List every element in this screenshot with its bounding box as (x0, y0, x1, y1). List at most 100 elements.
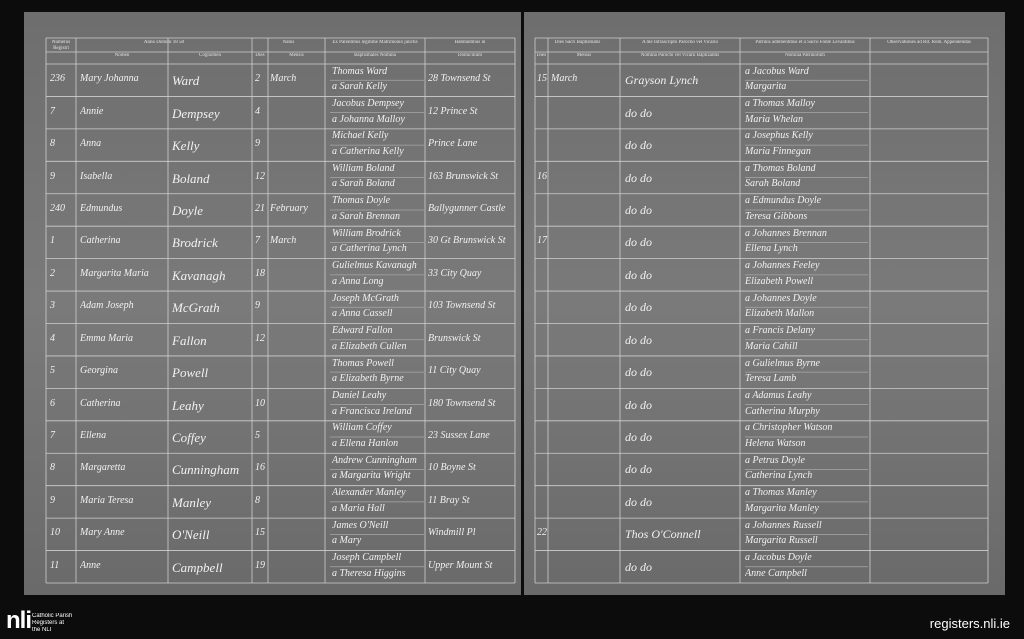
column-header: Anno Domini 18 58 (143, 40, 185, 45)
entry: a Adamus Leahy (745, 389, 812, 401)
entry: Anne (80, 559, 101, 571)
entry: Helena Watson (745, 437, 806, 449)
entry: March (270, 235, 297, 247)
entry: a Christopher Watson (745, 422, 833, 434)
entry: a Catherina Kelly (332, 146, 404, 158)
entry: Dempsey (172, 105, 220, 121)
entry: Michael Kelly (332, 130, 389, 142)
entry: do do (625, 105, 652, 120)
entry: Anne Campbell (745, 567, 807, 579)
entry: Manley (172, 494, 211, 510)
column-header: A me Infrascripto Parocho vel Vicario (641, 40, 719, 45)
entry: Emma Maria (80, 332, 134, 344)
entry: O'Neill (172, 527, 210, 543)
entry: Daniel Leahy (332, 389, 387, 401)
entry: 11 City Quay (428, 365, 481, 377)
entry: 8 (50, 462, 55, 474)
entry: Elizabeth Powell (745, 275, 814, 287)
entry: a Thomas Boland (745, 162, 816, 174)
entry: do do (625, 300, 652, 315)
entry: 28 Townsend St (428, 73, 491, 85)
entry: February (270, 202, 308, 214)
entry: Thomas Doyle (332, 195, 391, 207)
entry: Thomas Ward (332, 65, 388, 77)
entry: a Anna Cassell (332, 308, 393, 320)
entry: Edmundus (80, 202, 123, 214)
column-header: Mensis (576, 53, 592, 58)
entry: a Jacobus Ward (745, 65, 809, 77)
column-header: Nomina Parochi vel Vicarii Baptizantis (640, 53, 720, 58)
entry: Maria Whelan (745, 113, 804, 125)
entry: Leahy (172, 397, 204, 413)
entry: 4 (50, 332, 55, 344)
entry: 7 (255, 235, 260, 247)
entry: Margaretta (80, 462, 126, 474)
entry: 2 (50, 267, 55, 279)
entry: a Johanna Malloy (332, 113, 405, 125)
entry: Sarah Boland (745, 178, 801, 190)
entry: Andrew Cunningham (332, 454, 417, 466)
entry: Joseph McGrath (332, 292, 399, 304)
entry: do do (625, 138, 652, 153)
entry: 5 (255, 430, 260, 442)
entry: 15 (537, 73, 547, 85)
entry: Cunningham (172, 462, 240, 478)
entry: William Boland (332, 162, 395, 174)
column-header: Dies Sacri Baptismatis (554, 40, 601, 45)
entry: 240 (50, 202, 65, 214)
entry: do do (625, 365, 652, 380)
entry: Adam Joseph (80, 300, 134, 312)
entry: do do (625, 170, 652, 185)
entry: a Francis Delany (745, 325, 815, 337)
column-header: Cognomen (199, 53, 221, 58)
entry: 9 (50, 494, 55, 506)
entry: Maria Finnegan (745, 146, 811, 158)
entry: Upper Mount St (428, 559, 493, 571)
logo-text: Catholic Parish (32, 613, 73, 619)
entry: Catherina Murphy (745, 405, 820, 417)
entry: 10 Boyne St (428, 462, 476, 474)
entry: 17 (537, 235, 547, 247)
entry: a Johannes Russell (745, 519, 822, 531)
entry: 21 (255, 202, 265, 214)
entry: Edward Fallon (332, 325, 393, 337)
entry: Mary Anne (80, 527, 125, 539)
site-link[interactable]: registers.nli.ie (929, 616, 1010, 631)
entry: 180 Townsend St (428, 397, 496, 409)
entry: do do (625, 397, 652, 412)
entry: 9 (255, 300, 260, 312)
entry: 10 (255, 397, 265, 409)
entry: 7 (50, 430, 55, 442)
entry: a Sarah Brennan (332, 210, 400, 222)
column-header: Baptismales Nomina (354, 53, 396, 58)
entry: Kavanagh (172, 267, 226, 283)
column-header: Domicilium (457, 53, 483, 58)
entry: March (551, 73, 578, 85)
entry: 16 (255, 462, 265, 474)
entry: a Elizabeth Byrne (332, 373, 404, 385)
logo-text: the NLI (32, 627, 52, 633)
logo: nli (6, 607, 31, 634)
entry: 15 (255, 527, 265, 539)
logo-text: Registers at (32, 620, 65, 626)
entry: Campbell (172, 559, 223, 575)
entry: a Margarita Wright (332, 470, 411, 482)
column-header: Habitantibus in (454, 40, 486, 45)
left-page (24, 12, 521, 595)
entry: Fallon (172, 332, 207, 348)
entry: 33 City Quay (428, 267, 482, 279)
entry: do do (625, 235, 652, 250)
entry: a Thomas Manley (745, 487, 817, 499)
entry: 3 (50, 300, 55, 312)
entry: do do (625, 559, 652, 574)
entry: Elizabeth Mallon (745, 308, 815, 320)
entry: 4 (255, 105, 260, 117)
entry: 16 (537, 170, 547, 182)
entry: Joseph Campbell (332, 552, 402, 564)
entry: Coffey (172, 430, 206, 446)
entry: 12 Prince St (428, 105, 478, 117)
column-header: Dies (536, 53, 547, 58)
entry: 30 Gt Brunswick St (428, 235, 506, 247)
column-header: Mensis (289, 53, 304, 58)
entry: do do (625, 494, 652, 509)
